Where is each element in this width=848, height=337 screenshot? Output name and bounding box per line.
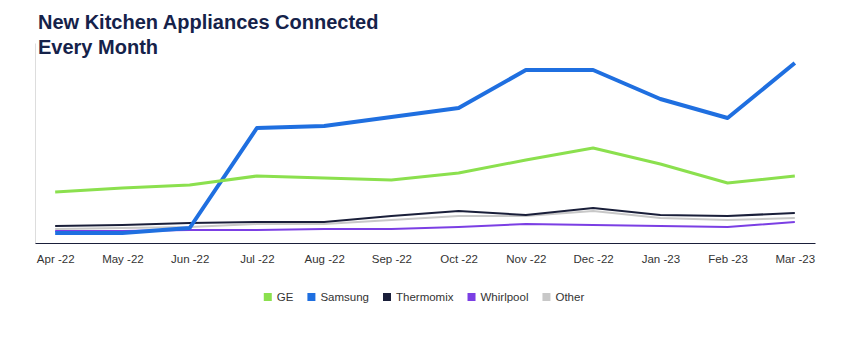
legend-swatch <box>542 293 550 301</box>
y-axis <box>35 44 36 244</box>
chart-title: New Kitchen Appliances Connected <box>38 11 378 33</box>
y-axis-line <box>35 44 36 244</box>
x-tick: Aug -22 <box>304 243 344 265</box>
x-tick: Dec -22 <box>573 243 613 265</box>
series-line <box>55 148 795 192</box>
x-tick-label: Dec -22 <box>573 253 613 265</box>
x-tick-label: Jul -22 <box>240 253 275 265</box>
legend-item: Whirlpool <box>468 291 529 303</box>
x-tick: Feb -23 <box>708 243 748 265</box>
legend-item: Other <box>542 291 584 303</box>
x-tick: Jun -22 <box>171 243 209 265</box>
legend-swatch <box>264 293 272 301</box>
plot-area <box>55 63 795 233</box>
legend-swatch <box>307 293 315 301</box>
x-tick-label: Apr -22 <box>37 253 75 265</box>
legend-label: Whirlpool <box>481 291 529 303</box>
x-tick: Nov -22 <box>506 243 546 265</box>
x-tick-label: Sep -22 <box>372 253 412 265</box>
x-axis-line <box>36 243 816 244</box>
legend-label: Other <box>555 291 584 303</box>
x-tick-label: Nov -22 <box>506 253 546 265</box>
x-tick-label: May -22 <box>102 253 144 265</box>
chart: New Kitchen Appliances Connected Every Mo… <box>0 0 848 337</box>
chart-title: Every Month <box>38 36 158 58</box>
legend-label: Thermomix <box>396 291 454 303</box>
x-tick-label: Jan -23 <box>642 253 680 265</box>
legend: GE Samsung Thermomix Whirlpool Other <box>264 291 585 303</box>
x-tick: Apr -22 <box>37 243 75 265</box>
x-tick: Sep -22 <box>372 243 412 265</box>
legend-label: Samsung <box>320 291 369 303</box>
x-tick-label: Oct -22 <box>440 253 478 265</box>
legend-item: Thermomix <box>383 291 454 303</box>
legend-swatch <box>383 293 391 301</box>
x-tick-label: Feb -23 <box>708 253 748 265</box>
legend-label: GE <box>277 291 294 303</box>
legend-item: GE <box>264 291 294 303</box>
title-group: New Kitchen Appliances Connected Every Mo… <box>38 11 378 58</box>
x-tick-label: Mar -23 <box>776 253 816 265</box>
x-tick: Jan -23 <box>642 243 680 265</box>
series-line <box>55 208 795 226</box>
x-tick-label: Aug -22 <box>304 253 344 265</box>
x-tick: Jul -22 <box>240 243 275 265</box>
x-tick: Mar -23 <box>776 243 816 265</box>
x-tick: May -22 <box>102 243 144 265</box>
legend-swatch <box>468 293 476 301</box>
x-axis: Apr -22 May -22 Jun -22 Jul -22 Aug -22 Sep -… <box>36 243 816 265</box>
series-line <box>55 63 795 233</box>
legend-item: Samsung <box>307 291 369 303</box>
x-tick: Oct -22 <box>440 243 478 265</box>
x-tick-label: Jun -22 <box>171 253 209 265</box>
